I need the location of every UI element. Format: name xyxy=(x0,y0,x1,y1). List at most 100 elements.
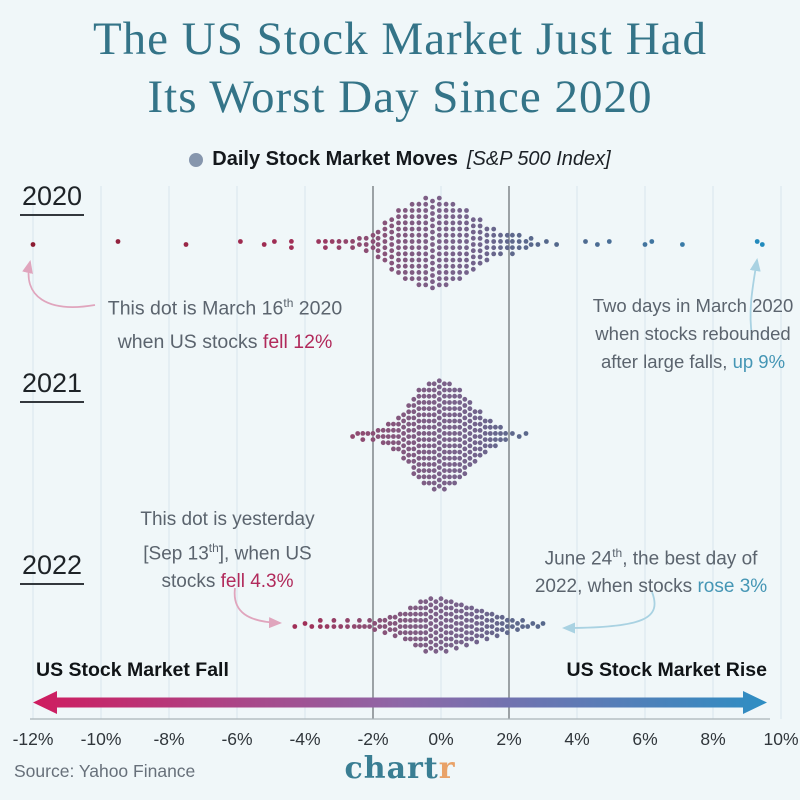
dot xyxy=(467,437,473,443)
dot xyxy=(477,242,483,248)
dot xyxy=(375,428,381,433)
dot xyxy=(457,424,463,430)
dot xyxy=(443,220,449,226)
dot xyxy=(457,387,463,393)
dot xyxy=(402,624,408,629)
dot xyxy=(392,633,398,639)
dot xyxy=(443,201,449,207)
dot xyxy=(389,266,395,272)
dot xyxy=(357,618,362,623)
dot xyxy=(343,239,349,244)
dot xyxy=(457,220,463,226)
dot xyxy=(430,198,435,204)
dot xyxy=(472,427,478,433)
fall-label: US Stock Market Fall xyxy=(36,659,229,681)
dot xyxy=(457,418,463,424)
dot xyxy=(406,428,412,433)
dot xyxy=(535,624,541,629)
dot xyxy=(450,276,456,282)
dot xyxy=(431,480,437,486)
dot xyxy=(363,248,369,254)
dot xyxy=(431,424,437,430)
dot xyxy=(433,599,439,605)
dot xyxy=(447,424,452,430)
dot xyxy=(389,248,395,254)
dot xyxy=(402,263,408,269)
dot xyxy=(516,245,522,251)
dot xyxy=(469,636,474,642)
dot xyxy=(489,611,495,617)
sep13-arrow xyxy=(233,587,282,629)
dot xyxy=(503,437,508,442)
dot xyxy=(442,406,447,411)
dot xyxy=(431,468,437,473)
dot xyxy=(493,437,498,442)
dot xyxy=(484,624,490,629)
dot xyxy=(436,477,442,483)
dot xyxy=(382,257,388,263)
dot xyxy=(426,455,432,461)
dot xyxy=(323,239,328,244)
dot xyxy=(431,418,437,424)
dot xyxy=(430,248,435,254)
dot xyxy=(510,431,515,436)
dot xyxy=(447,455,452,461)
dot xyxy=(459,614,464,620)
dot xyxy=(411,465,417,470)
dot xyxy=(411,403,417,408)
dot xyxy=(436,465,442,470)
dot xyxy=(389,254,395,260)
dot xyxy=(331,624,337,629)
dot xyxy=(416,455,422,461)
dot xyxy=(433,648,439,654)
dot xyxy=(472,409,478,415)
dot xyxy=(448,599,454,605)
dot xyxy=(487,443,493,449)
dot xyxy=(370,239,376,244)
dot xyxy=(416,214,422,220)
dot xyxy=(452,443,457,449)
legend-dot-icon xyxy=(189,152,204,167)
dot xyxy=(464,245,469,251)
dot xyxy=(450,220,456,226)
dot xyxy=(329,239,335,244)
dot xyxy=(317,618,323,623)
dot xyxy=(430,266,435,272)
dot xyxy=(482,443,488,449)
dot xyxy=(391,440,396,446)
dot xyxy=(428,639,434,645)
dot xyxy=(421,412,427,418)
source-credit: Source: Yahoo Finance xyxy=(14,761,196,781)
dot xyxy=(431,406,437,411)
dot xyxy=(423,245,429,251)
dot xyxy=(272,239,277,244)
dot xyxy=(436,452,442,458)
dot xyxy=(411,458,417,464)
dot xyxy=(447,480,452,486)
dot xyxy=(428,645,434,651)
dot xyxy=(396,415,401,421)
dot xyxy=(396,263,401,269)
dot xyxy=(409,220,415,226)
dot xyxy=(442,449,447,455)
dot xyxy=(418,636,423,642)
dot xyxy=(430,273,435,278)
dot xyxy=(421,400,427,405)
dot xyxy=(436,428,442,433)
dot xyxy=(464,214,469,220)
dot xyxy=(436,282,442,288)
dot xyxy=(423,263,429,269)
dot xyxy=(380,427,386,433)
dot xyxy=(431,431,437,436)
dot xyxy=(409,214,415,220)
dot xyxy=(484,630,490,636)
dot xyxy=(467,449,473,455)
dot xyxy=(438,596,444,602)
dot xyxy=(409,239,415,244)
dot xyxy=(382,624,388,629)
dot xyxy=(443,636,449,642)
dot xyxy=(385,421,391,427)
dot xyxy=(493,431,498,436)
beeswarm-2022 xyxy=(292,596,546,654)
